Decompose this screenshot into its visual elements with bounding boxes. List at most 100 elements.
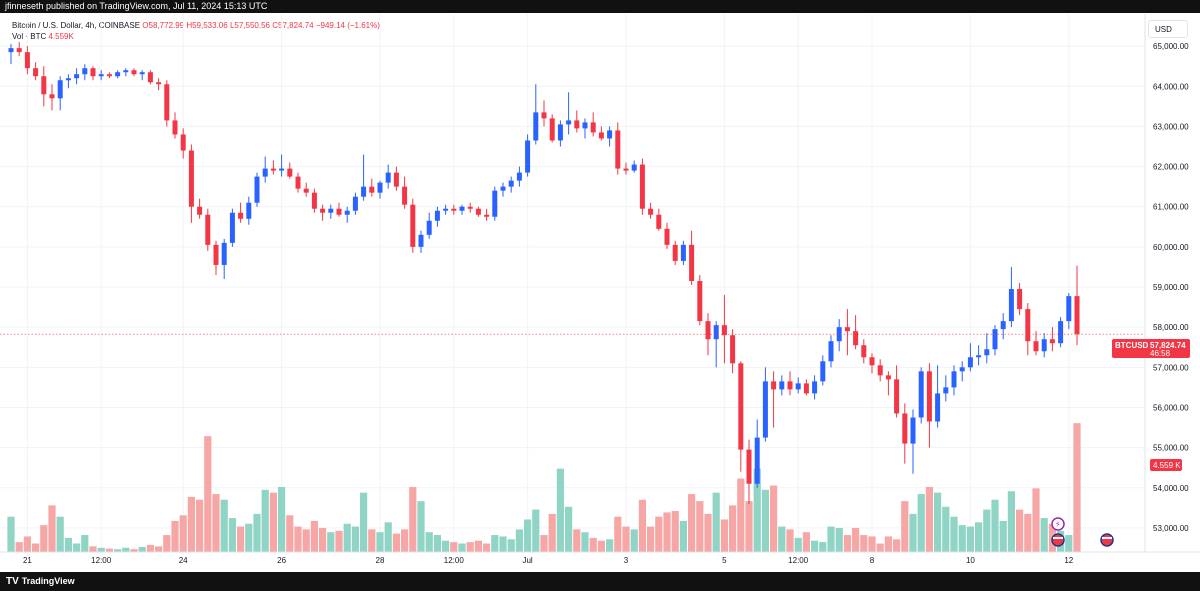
volume-bar — [81, 535, 89, 552]
volume-bar — [638, 499, 646, 552]
price-tick-label: 63,000.00 — [1153, 122, 1189, 131]
candle-body — [352, 196, 358, 211]
candle-body — [262, 168, 268, 177]
us-flag-icon-future[interactable] — [1100, 533, 1114, 547]
candle-body — [1058, 321, 1064, 344]
volume-bar — [64, 537, 72, 552]
volume-bar — [1007, 491, 1015, 552]
candle-body — [49, 94, 55, 99]
tradingview-logo[interactable]: TV TradingView — [0, 572, 75, 591]
price-axis[interactable]: 65,000.00 64,000.00 63,000.00 62,000.00 61,0… — [1153, 42, 1189, 533]
candle-body — [287, 168, 293, 177]
candle-body — [738, 363, 744, 450]
time-axis[interactable]: 21 12:00 24 26 28 12:00 Jul 3 5 12:00 8 10 12 — [23, 556, 1074, 565]
candle-body — [713, 325, 719, 340]
time-tick-label: 28 — [376, 556, 385, 565]
candle-body — [295, 176, 301, 189]
volume-bar — [950, 516, 958, 552]
candle-body — [984, 349, 990, 356]
candle-body — [402, 186, 408, 205]
volume-bar — [811, 540, 819, 552]
candle-body — [680, 244, 686, 261]
legend-low: L57,550.56 — [229, 21, 270, 30]
volume-bar — [868, 536, 876, 552]
volume-bar — [966, 526, 974, 552]
candle-body — [418, 234, 424, 247]
candle-body — [771, 381, 777, 390]
volume-bar — [565, 506, 573, 552]
symbol-title[interactable]: Bitcoin / U.S. Dollar, 4h, COINBASE — [12, 21, 141, 30]
price-tag-bg — [1112, 339, 1190, 358]
candle-body — [1008, 289, 1014, 322]
volume-bar — [1073, 423, 1081, 552]
time-tick-label: 24 — [179, 556, 188, 565]
price-tick-label: 64,000.00 — [1153, 82, 1189, 91]
volume-bar — [499, 536, 507, 552]
volume-bar — [1065, 535, 1073, 552]
volume-bar — [146, 544, 154, 552]
volume-bar — [983, 509, 991, 552]
candle-body — [902, 413, 908, 444]
candle-body — [926, 371, 932, 422]
us-flag-icon[interactable] — [1051, 533, 1065, 547]
currency-button[interactable]: USD — [1148, 20, 1188, 38]
volume-bar — [1016, 509, 1024, 552]
candle-body — [320, 208, 326, 213]
volume-bar — [294, 526, 302, 552]
candle-body — [566, 120, 572, 125]
candle-body — [869, 357, 875, 366]
candle-body — [361, 186, 367, 197]
candle-body — [943, 387, 949, 394]
volume-bar — [450, 542, 458, 552]
candle-body — [172, 120, 178, 135]
time-tick-label: 3 — [624, 556, 629, 565]
candle-body — [270, 168, 276, 171]
event-icons[interactable]: ⚡ — [1051, 517, 1114, 547]
time-tick-label: 12:00 — [444, 556, 465, 565]
candle-body — [549, 118, 555, 141]
candle-body — [328, 208, 334, 213]
volume-bar — [884, 536, 892, 552]
candle-body — [557, 124, 563, 141]
volume-bar — [540, 535, 548, 552]
volume-bar — [261, 489, 269, 552]
volume-bar — [228, 518, 236, 552]
volume-bar — [23, 536, 31, 552]
price-chart[interactable]: 65,000.00 64,000.00 63,000.00 62,000.00 61,0… — [0, 0, 1200, 572]
volume-bar — [835, 527, 843, 552]
volume-bar — [130, 549, 138, 552]
price-tick-label: 58,000.00 — [1153, 323, 1189, 332]
volume-bar — [524, 519, 532, 552]
volume-bars — [7, 423, 1081, 552]
volume-bar — [925, 487, 933, 552]
time-tick-label: 21 — [23, 556, 32, 565]
volume-bar — [1032, 488, 1040, 552]
volume-bar — [237, 526, 245, 552]
volume-bar — [56, 516, 64, 552]
candle-body — [16, 48, 22, 53]
candle-body — [123, 70, 129, 73]
volume-bar — [606, 539, 614, 552]
candle-body — [180, 134, 186, 151]
volume-bar — [696, 501, 704, 552]
volume-bar — [827, 526, 835, 552]
candle-body — [98, 74, 104, 77]
dividend-event-icon[interactable] — [1051, 517, 1065, 531]
publisher-text: jfinneseth published on TradingView.com,… — [5, 1, 268, 11]
volume-label[interactable]: Vol · BTC — [12, 32, 47, 41]
volume-bar — [433, 535, 441, 552]
volume-bar — [269, 492, 277, 552]
candle-body — [935, 393, 941, 422]
candle-body — [697, 280, 703, 322]
volume-bar — [97, 547, 105, 552]
volume-bar — [532, 509, 540, 552]
chart-legend: Bitcoin / U.S. Dollar, 4h, COINBASE O58,… — [12, 20, 380, 42]
candle-body — [779, 381, 785, 390]
candle-body — [639, 164, 645, 209]
legend-change: −949.14 (−1.61%) — [315, 21, 380, 30]
candle-body — [1025, 309, 1031, 342]
candle-body — [607, 130, 613, 139]
candle-body — [762, 381, 768, 438]
volume-bar — [737, 478, 745, 552]
time-tick-label: 26 — [277, 556, 286, 565]
